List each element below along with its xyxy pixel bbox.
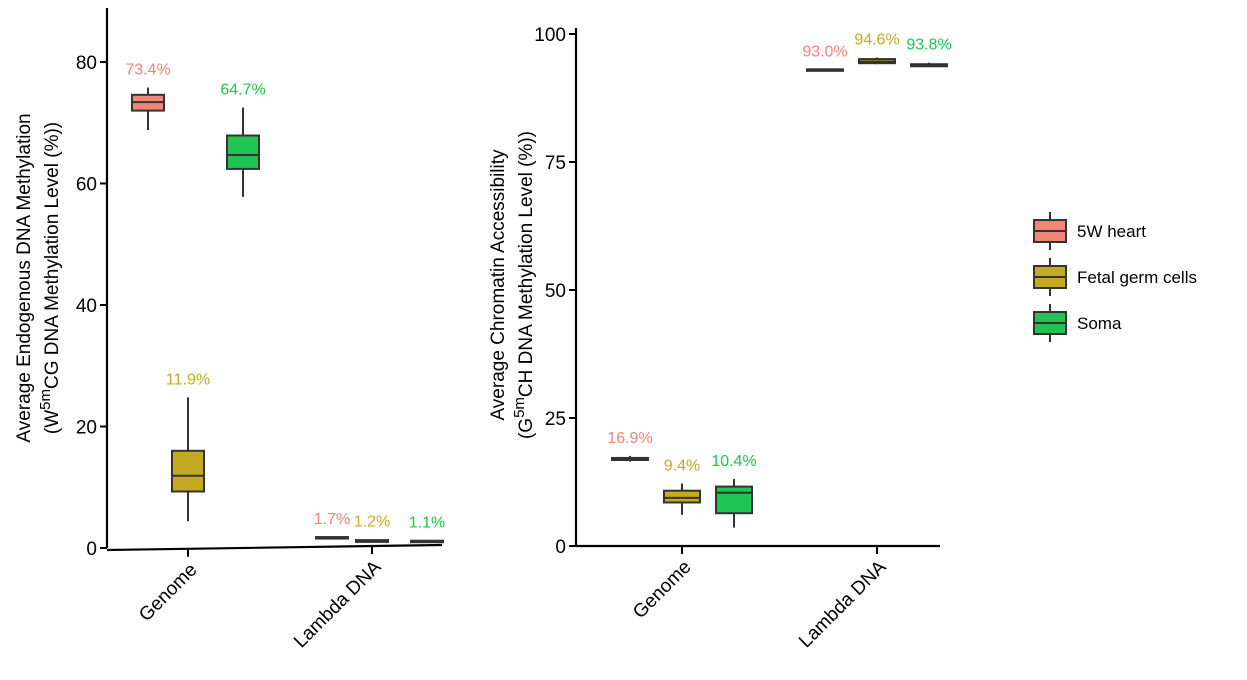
boxplot-soma-genome: 10.4% [711, 453, 757, 528]
boxplot-fetal-germ-cells-genome: 9.4% [663, 458, 701, 515]
legend-item: 5W heart [1033, 212, 1146, 250]
y-axis-label-line-2: (G5mCH DNA Methylation Level (%)) [511, 131, 538, 439]
x-tick-label: Genome [629, 557, 695, 623]
boxplot-5w-heart-lambda-dna: 93.0% [802, 43, 848, 72]
y-axis-label-part: CH DNA Methylation Level (%)) [516, 131, 537, 397]
boxplot-soma-lambda-dna: 93.8% [906, 37, 952, 68]
y-tick-label: 50 [545, 281, 566, 302]
box-body [715, 485, 753, 515]
x-tick-label: Genome [135, 559, 201, 625]
legend-label: 5W heart [1077, 222, 1146, 241]
boxplot-5w-heart-lambda-dna: 1.7% [314, 511, 350, 540]
boxplot-soma-genome: 64.7% [220, 82, 266, 197]
data-label: 9.4% [664, 458, 700, 475]
y-tick-label: 60 [76, 175, 97, 196]
x-tick-label: Lambda DNA [795, 556, 891, 652]
legend-label: Soma [1077, 314, 1122, 333]
y-axis-label-line-1: Average Chromatin Accessibility [488, 149, 509, 421]
y-axis-label-part: (W [42, 410, 63, 434]
legend-item: Soma [1033, 304, 1122, 342]
box-body [171, 449, 205, 493]
y-axis-label-superscript: 5m [511, 397, 528, 418]
y-axis-label-part: CG DNA Methylation Level (%)) [42, 122, 63, 389]
data-label: 94.6% [854, 32, 899, 49]
legend-item: Fetal germ cells [1033, 258, 1197, 296]
data-label: 10.4% [711, 453, 756, 470]
y-tick-label: 20 [76, 418, 97, 439]
y-tick-label: 80 [76, 53, 97, 74]
legend: 5W heart Fetal germ cells Soma [1033, 212, 1197, 342]
y-axis-label-line-1: Average Endogenous DNA Methylation [14, 113, 35, 442]
data-label: 73.4% [125, 62, 170, 79]
y-axis-label-superscript: 5m [37, 389, 54, 410]
boxplot-soma-lambda-dna: 1.1% [409, 515, 445, 544]
chart-panel-2: 0 25 50 75 100 Genome Lambda DNA Average Chroma… [488, 25, 952, 652]
data-label: 16.9% [607, 430, 652, 447]
legend-label: Fetal germ cells [1077, 268, 1197, 287]
y-tick-label: 0 [555, 537, 566, 558]
data-label: 1.2% [354, 513, 390, 530]
boxplot-fetal-germ-cells-genome: 11.9% [166, 371, 210, 522]
data-label: 1.7% [314, 511, 350, 528]
y-axis-label-part: Average Chromatin Accessibility [488, 149, 509, 421]
boxplot-fetal-germ-cells-lambda-dna: 94.6% [854, 32, 900, 65]
x-tick-label: Lambda DNA [290, 557, 386, 653]
box-body [663, 489, 701, 504]
data-label: 64.7% [220, 82, 265, 99]
y-tick-label: 100 [534, 25, 566, 46]
boxplot-5w-heart-genome: 16.9% [607, 430, 653, 462]
x-axis-line [106, 543, 443, 552]
data-label: 1.1% [409, 515, 445, 532]
data-label: 93.8% [906, 37, 951, 54]
y-axis-label-part: (G [516, 418, 537, 439]
boxplot-5w-heart-genome: 73.4% [125, 62, 171, 131]
y-tick-label: 25 [545, 409, 566, 430]
data-label: 11.9% [166, 371, 210, 388]
y-axis-label-line-2: (W5mCG DNA Methylation Level (%)) [37, 122, 64, 434]
y-tick-label: 0 [86, 539, 97, 560]
y-axis-label-part: Average Endogenous DNA Methylation [14, 113, 35, 442]
box-body [226, 134, 260, 170]
boxplot-fetal-germ-cells-lambda-dna: 1.2% [354, 513, 390, 543]
chart-panel-1: 0 20 40 60 80 Genome Lambda DNA Average Endogen… [14, 8, 445, 652]
y-tick-label: 40 [76, 296, 97, 317]
data-label: 93.0% [802, 43, 847, 60]
y-tick-label: 75 [545, 153, 566, 174]
